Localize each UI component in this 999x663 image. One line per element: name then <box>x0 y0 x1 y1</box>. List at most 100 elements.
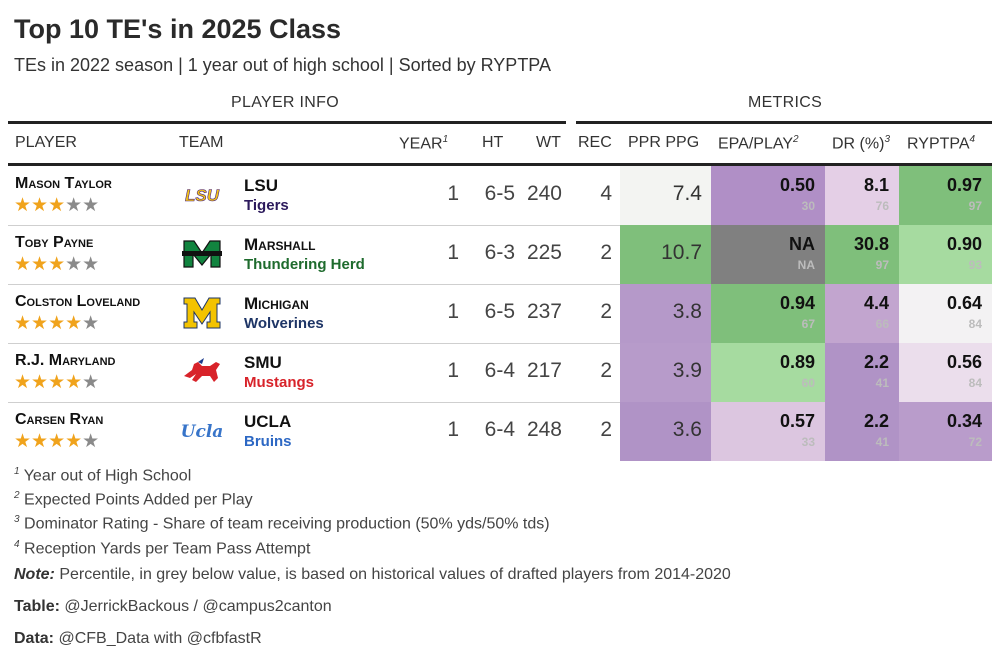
rec-value: 2 <box>600 418 612 441</box>
dr-percentile: 41 <box>875 435 889 449</box>
footnote-4: 4 Reception Yards per Team Pass Attempt <box>14 539 311 558</box>
epa-value: 0.94 <box>779 293 815 313</box>
spanner-line-player-info <box>8 121 566 124</box>
michigan-logo <box>178 296 226 330</box>
dr-cell: 4.4 66 <box>825 284 899 343</box>
page-title: Top 10 TE's in 2025 Class <box>14 14 342 44</box>
ucla-logo: Ucla <box>178 414 226 448</box>
dr-value: 4.4 <box>863 293 889 313</box>
table-credit: Table: @JerrickBackous / @campus2canton <box>14 598 332 615</box>
empty-stars: ★★ <box>65 254 100 275</box>
ppr-cell: 10.7 <box>620 225 711 284</box>
epa-value: 0.57 <box>779 411 815 431</box>
table-row: Toby Payne ★★★★★ Marshall Thundering Herd 1 6… <box>8 225 992 284</box>
ryptpa-cell: 0.56 84 <box>899 343 992 402</box>
note-line: Note: Percentile, in grey below value, i… <box>14 566 731 583</box>
star-rating: ★★★★★ <box>14 314 99 333</box>
page-subtitle: TEs in 2022 season | 1 year out of high … <box>14 55 551 75</box>
school-mascot: Bruins <box>244 433 292 450</box>
player-name: Colston Loveland <box>15 293 141 310</box>
ryptpa-cell: 0.64 84 <box>899 284 992 343</box>
epa-value: 0.89 <box>779 352 815 372</box>
dr-value: 30.8 <box>853 234 889 254</box>
header-rule <box>8 163 992 166</box>
filled-stars: ★★★★ <box>14 431 83 452</box>
epa-percentile: 33 <box>801 435 815 449</box>
empty-stars: ★ <box>82 372 100 393</box>
school-name: SMU <box>244 353 282 372</box>
height-value: 6-5 <box>484 300 515 323</box>
weight-value: 237 <box>526 300 562 323</box>
epa-percentile: 30 <box>801 199 815 213</box>
ryptpa-percentile: 93 <box>968 258 982 272</box>
dr-value: 2.2 <box>863 352 889 372</box>
col-header-ht: HT <box>482 134 504 151</box>
rec-value: 4 <box>600 182 612 205</box>
ppr-cell: 7.4 <box>620 166 711 225</box>
epa-value: 0.50 <box>779 175 815 195</box>
ryptpa-cell: 0.34 72 <box>899 402 992 461</box>
col-header-wt: WT <box>536 134 561 151</box>
school-name: Michigan <box>244 294 309 313</box>
filled-stars: ★★★★ <box>14 372 83 393</box>
col-header-ppr: PPR PPG <box>628 134 700 151</box>
height-value: 6-4 <box>484 418 515 441</box>
marshall-logo <box>178 237 226 271</box>
ryptpa-value: 0.64 <box>946 293 982 313</box>
ryptpa-value: 0.90 <box>946 234 982 254</box>
ryptpa-value: 0.56 <box>946 352 982 372</box>
height-value: 6-4 <box>484 359 515 382</box>
dr-percentile: 41 <box>875 376 889 390</box>
ryptpa-cell: 0.90 93 <box>899 225 992 284</box>
dr-cell: 30.8 97 <box>825 225 899 284</box>
dr-cell: 8.1 76 <box>825 166 899 225</box>
dr-value: 8.1 <box>863 175 889 195</box>
ryptpa-percentile: 84 <box>968 376 982 390</box>
row-divider <box>8 284 992 285</box>
ppr-value: 7.4 <box>672 182 702 205</box>
footnote-2: 2 Expected Points Added per Play <box>14 490 253 509</box>
epa-cell: 0.94 67 <box>711 284 825 343</box>
empty-stars: ★ <box>82 313 100 334</box>
svg-text:Ucla: Ucla <box>181 422 224 442</box>
ryptpa-cell: 0.97 97 <box>899 166 992 225</box>
empty-stars: ★★ <box>65 195 100 216</box>
height-value: 6-3 <box>484 241 515 264</box>
epa-cell: 0.89 60 <box>711 343 825 402</box>
epa-cell: 0.57 33 <box>711 402 825 461</box>
epa-percentile: 67 <box>801 317 815 331</box>
ppr-cell: 3.6 <box>620 402 711 461</box>
dr-value: 2.2 <box>863 411 889 431</box>
filled-stars: ★★★★ <box>14 313 83 334</box>
weight-value: 225 <box>526 241 562 264</box>
table-row: Mason Taylor ★★★★★ LSU LSU Tigers 1 6-5 240 4 7.4… <box>8 166 992 225</box>
year-value: 1 <box>447 182 459 205</box>
col-header-player: PLAYER <box>15 134 77 151</box>
school-mascot: Thundering Herd <box>244 256 365 273</box>
epa-percentile: NA <box>797 258 815 272</box>
school-name: UCLA <box>244 412 292 431</box>
ryptpa-value: 0.97 <box>946 175 982 195</box>
ryptpa-percentile: 97 <box>968 199 982 213</box>
year-value: 1 <box>447 359 459 382</box>
footnote-1: 1 Year out of High School <box>14 466 192 485</box>
col-header-team: TEAM <box>179 134 224 151</box>
col-header-rec: REC <box>578 134 612 151</box>
ppr-cell: 3.8 <box>620 284 711 343</box>
ppr-value: 3.9 <box>672 359 702 382</box>
ppr-value: 3.8 <box>672 300 702 323</box>
star-rating: ★★★★★ <box>14 373 99 392</box>
col-header-epa: EPA/PLAY2 <box>718 134 799 153</box>
star-rating: ★★★★★ <box>14 432 99 451</box>
rec-value: 2 <box>600 300 612 323</box>
table-row: Carsen Ryan ★★★★★ Ucla UCLA Bruins 1 6-4 248 2 3.… <box>8 402 992 461</box>
ryptpa-value: 0.34 <box>946 411 982 431</box>
row-divider <box>8 402 992 403</box>
school-mascot: Tigers <box>244 197 289 214</box>
year-value: 1 <box>447 418 459 441</box>
col-header-dr: DR (%)3 <box>832 134 890 153</box>
svg-text:LSU: LSU <box>185 186 220 205</box>
ryptpa-percentile: 72 <box>968 435 982 449</box>
spanner-player-info: PLAYER INFO <box>231 94 339 111</box>
rec-value: 2 <box>600 359 612 382</box>
